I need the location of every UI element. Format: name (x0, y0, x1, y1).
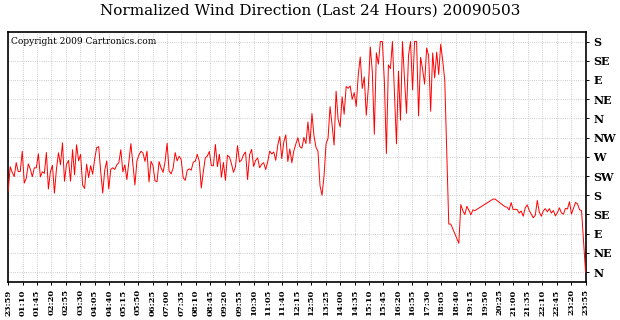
Text: Normalized Wind Direction (Last 24 Hours) 20090503: Normalized Wind Direction (Last 24 Hours… (100, 3, 520, 17)
Text: Copyright 2009 Cartronics.com: Copyright 2009 Cartronics.com (11, 37, 156, 46)
